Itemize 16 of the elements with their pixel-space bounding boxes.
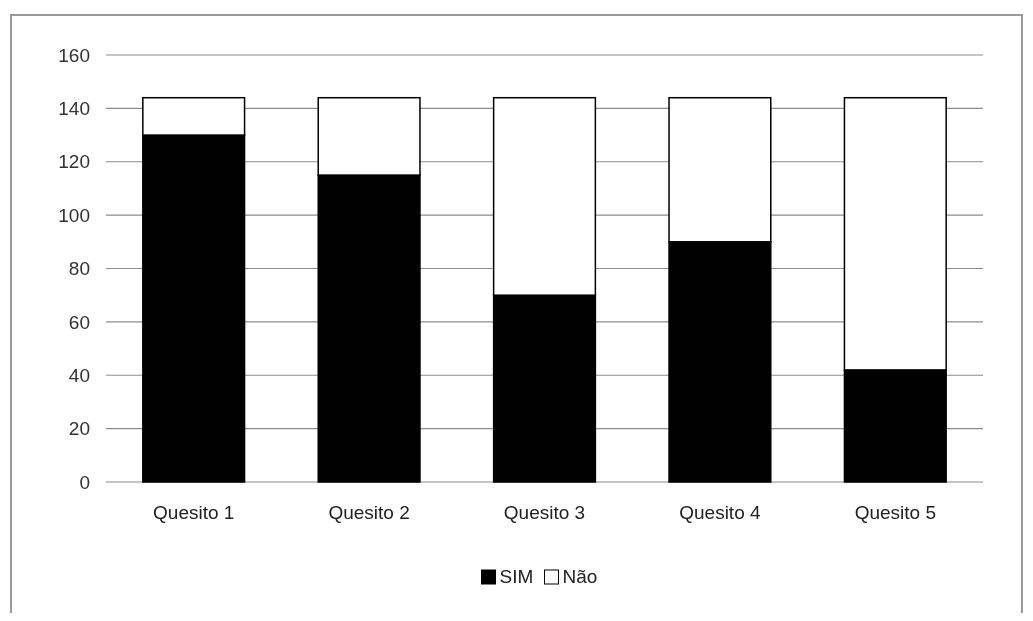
legend-label: SIM: [499, 566, 534, 587]
x-tick-label: Quesito 5: [854, 502, 936, 523]
x-tick-label: Quesito 3: [503, 502, 586, 523]
x-tick-label: Quesito 2: [328, 502, 410, 523]
y-tick-label: 60: [68, 311, 90, 333]
y-tick-label: 140: [58, 98, 90, 120]
x-tick-label: Quesito 4: [679, 502, 761, 523]
y-tick-label: 120: [58, 151, 90, 173]
legend-label: Não: [562, 566, 598, 587]
y-tick-label: 20: [68, 418, 90, 440]
y-tick-label: 0: [79, 471, 90, 493]
y-tick-label: 160: [58, 44, 90, 66]
y-tick-label: 100: [58, 204, 90, 226]
y-tick-label: 80: [68, 258, 90, 280]
y-tick-label: 40: [68, 364, 90, 386]
x-tick-label: Quesito 1: [153, 502, 235, 523]
